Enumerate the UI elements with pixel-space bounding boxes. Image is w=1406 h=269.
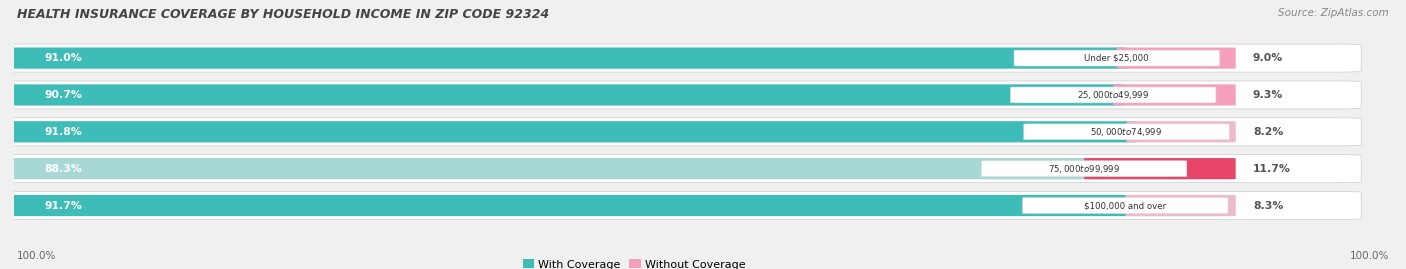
Text: HEALTH INSURANCE COVERAGE BY HOUSEHOLD INCOME IN ZIP CODE 92324: HEALTH INSURANCE COVERAGE BY HOUSEHOLD I…	[17, 8, 550, 21]
Text: $100,000 and over: $100,000 and over	[1084, 201, 1167, 210]
FancyBboxPatch shape	[8, 158, 1094, 179]
Text: 100.0%: 100.0%	[17, 251, 56, 261]
Text: 11.7%: 11.7%	[1253, 164, 1291, 174]
FancyBboxPatch shape	[8, 121, 1136, 142]
FancyBboxPatch shape	[0, 118, 1361, 146]
FancyBboxPatch shape	[0, 81, 1361, 109]
FancyBboxPatch shape	[1116, 47, 1236, 69]
Text: 9.0%: 9.0%	[1253, 53, 1284, 63]
Legend: With Coverage, Without Coverage: With Coverage, Without Coverage	[523, 259, 745, 269]
FancyBboxPatch shape	[1084, 158, 1236, 179]
FancyBboxPatch shape	[1014, 50, 1219, 66]
FancyBboxPatch shape	[981, 161, 1187, 176]
Text: 8.2%: 8.2%	[1253, 127, 1284, 137]
FancyBboxPatch shape	[0, 44, 1361, 72]
FancyBboxPatch shape	[1011, 87, 1216, 103]
Text: $25,000 to $49,999: $25,000 to $49,999	[1077, 89, 1149, 101]
FancyBboxPatch shape	[1022, 198, 1227, 214]
Text: 100.0%: 100.0%	[1350, 251, 1389, 261]
FancyBboxPatch shape	[1126, 121, 1236, 142]
FancyBboxPatch shape	[8, 195, 1135, 216]
Text: $75,000 to $99,999: $75,000 to $99,999	[1047, 163, 1121, 175]
FancyBboxPatch shape	[1114, 84, 1236, 105]
Text: Under $25,000: Under $25,000	[1084, 54, 1149, 63]
Text: 90.7%: 90.7%	[45, 90, 83, 100]
FancyBboxPatch shape	[0, 192, 1361, 220]
Text: 91.8%: 91.8%	[45, 127, 83, 137]
FancyBboxPatch shape	[8, 47, 1126, 69]
Text: 91.7%: 91.7%	[45, 200, 83, 211]
Text: Source: ZipAtlas.com: Source: ZipAtlas.com	[1278, 8, 1389, 18]
Text: 88.3%: 88.3%	[45, 164, 83, 174]
Text: 8.3%: 8.3%	[1253, 200, 1284, 211]
FancyBboxPatch shape	[0, 155, 1361, 183]
Text: 9.3%: 9.3%	[1253, 90, 1284, 100]
Text: $50,000 to $74,999: $50,000 to $74,999	[1091, 126, 1163, 138]
FancyBboxPatch shape	[1024, 124, 1229, 140]
FancyBboxPatch shape	[1125, 195, 1236, 216]
Text: 91.0%: 91.0%	[45, 53, 83, 63]
FancyBboxPatch shape	[8, 84, 1123, 105]
